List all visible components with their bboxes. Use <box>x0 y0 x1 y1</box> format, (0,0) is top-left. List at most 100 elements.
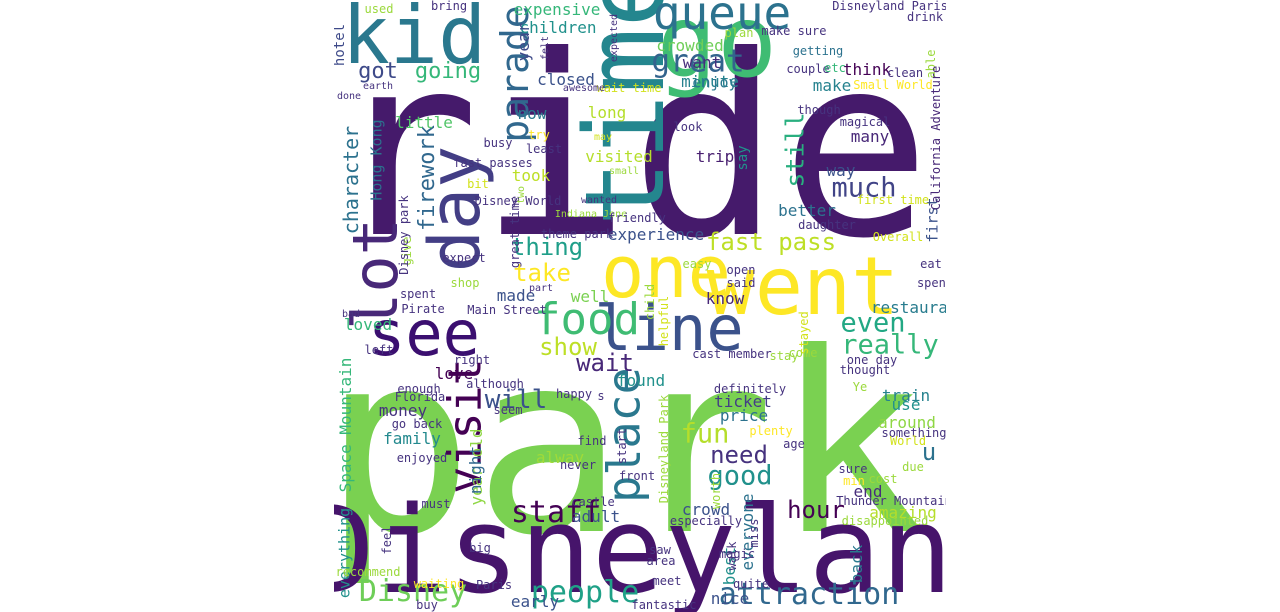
word-nice: nice <box>710 589 750 608</box>
word-much: much <box>831 172 897 204</box>
word-quite: quite <box>732 577 770 591</box>
word-cast-member: cast member <box>692 347 772 361</box>
word-must: must <box>421 497 451 511</box>
word-worth: worth <box>709 472 723 510</box>
word-enough: enough <box>397 382 441 396</box>
word-one: one <box>600 230 732 314</box>
word-two: two <box>516 185 527 205</box>
word-children: children <box>519 18 597 37</box>
word-magical: magical <box>839 115 891 129</box>
word-disneyland-paris: Disneyland Paris <box>832 0 946 13</box>
word-seem: seem <box>493 403 523 417</box>
word-left: left <box>364 343 394 357</box>
word-adult: adult <box>571 507 621 526</box>
word-back: back <box>847 544 866 584</box>
word-drink: drink <box>906 10 944 24</box>
word-open: open <box>726 263 756 277</box>
word-go-back: go back <box>391 417 443 431</box>
word-hour: hour <box>787 496 845 524</box>
word-going: going <box>414 59 482 84</box>
word-queue: queue <box>652 0 792 40</box>
word-wanted: wanted <box>580 195 618 206</box>
word-happy: happy <box>555 387 593 401</box>
word-great: great <box>651 43 745 80</box>
word-front: front <box>618 469 656 483</box>
word-friendly: friendly <box>608 211 666 225</box>
word-restaurant: restaurant <box>870 298 946 317</box>
word-little: little <box>395 113 453 132</box>
word-getting: getting <box>792 44 844 58</box>
word-daughter: daughter <box>798 218 856 232</box>
word-night: night <box>466 445 485 495</box>
word-world: World <box>889 434 927 448</box>
word-min: min <box>843 474 865 488</box>
word-small-world: Small World <box>853 78 933 92</box>
word-hotel: hotel <box>334 23 348 67</box>
word-ye: Ye <box>852 380 868 394</box>
word-even: even <box>840 307 906 339</box>
word-fast-passes: fast passes <box>453 156 533 170</box>
word-thing: thing <box>510 233 584 261</box>
word-disney-world: Disney World <box>474 194 562 208</box>
word-try: try <box>528 128 550 142</box>
word-closed: closed <box>537 70 595 89</box>
word-space-mountain: Space Mountain <box>336 357 355 493</box>
word-come: come <box>788 346 818 360</box>
word-everything: everything <box>335 507 354 599</box>
word-waiting: waiting <box>413 577 465 591</box>
word-bring: bring <box>430 0 468 13</box>
word-sure: sure <box>838 462 868 476</box>
word-buy: buy <box>416 598 438 612</box>
word-plan: plan <box>724 26 754 40</box>
word-castle: castle <box>571 495 615 509</box>
word-use: use <box>891 395 921 414</box>
word-especially: especially <box>669 514 743 528</box>
word-disney-park: Disney park <box>397 195 411 275</box>
word-fantastic: fantastic <box>631 598 697 612</box>
word-people: people <box>530 575 640 610</box>
word-visited: visited <box>585 147 653 166</box>
word-u: u <box>921 438 937 466</box>
word-disneyland-park: Disneyland Park <box>657 394 671 504</box>
word-done: done <box>336 91 362 102</box>
word-found: found <box>616 371 666 390</box>
word-enjoy: enjoy <box>692 73 738 92</box>
word-fun: fun <box>680 418 730 450</box>
word-awesome: awesome <box>562 83 606 94</box>
word-eat: eat <box>920 257 942 271</box>
word-part: part <box>528 283 554 294</box>
word-love: love <box>434 364 474 383</box>
word-bad: bad <box>341 309 361 320</box>
word-way: way <box>826 161 856 180</box>
word-crowd: crowd <box>681 500 731 519</box>
word-enjoyed: enjoyed <box>396 451 448 465</box>
word-couple: couple <box>786 62 830 76</box>
word-plenty: plenty <box>749 424 793 438</box>
word-ticket: ticket <box>714 392 772 411</box>
word-show: show <box>539 333 597 361</box>
word-bit: bit <box>467 177 489 191</box>
word-long: long <box>587 103 627 122</box>
word-thunder-mountain: Thunder Mountain <box>836 494 946 508</box>
word-park: park <box>334 299 926 590</box>
word-food: food <box>534 294 640 345</box>
word-money: money <box>378 401 428 420</box>
word-fast-pass: fast pass <box>705 228 837 256</box>
word-early: early <box>510 592 560 611</box>
word-thought: thought <box>839 363 891 377</box>
word-make: make <box>812 76 852 95</box>
word-recommend: recommend <box>335 565 401 579</box>
word-look: look <box>673 120 703 134</box>
word-kid: kid <box>341 0 487 82</box>
word-better: better <box>778 201 836 220</box>
word-due: due <box>902 460 924 474</box>
word-got: got <box>358 59 398 84</box>
word-end: end <box>853 482 883 501</box>
word-small: small <box>608 166 640 177</box>
word-least: least <box>525 142 563 156</box>
word-wait: wait <box>576 349 634 377</box>
word-minute: minute <box>681 72 739 91</box>
word-area: area <box>646 554 676 568</box>
word-firework: firework <box>415 125 440 231</box>
word-alway: alway <box>535 448 585 467</box>
